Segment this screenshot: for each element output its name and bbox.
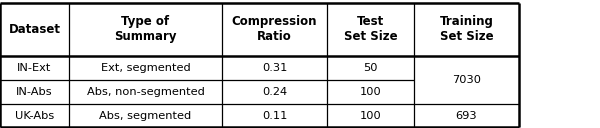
Text: 0.24: 0.24 — [262, 87, 287, 97]
Text: IN-Ext: IN-Ext — [17, 63, 52, 73]
Text: IN-Abs: IN-Abs — [16, 87, 53, 97]
Text: 0.31: 0.31 — [262, 63, 287, 73]
Text: 7030: 7030 — [452, 75, 481, 85]
Text: 0.11: 0.11 — [262, 110, 287, 121]
Text: Type of
Summary: Type of Summary — [114, 15, 177, 43]
Text: 50: 50 — [363, 63, 378, 73]
Text: Test
Set Size: Test Set Size — [344, 15, 397, 43]
Text: Ext, segmented: Ext, segmented — [101, 63, 190, 73]
Text: Abs, non-segmented: Abs, non-segmented — [86, 87, 205, 97]
Text: 100: 100 — [359, 87, 382, 97]
Text: Compression
Ratio: Compression Ratio — [232, 15, 317, 43]
Text: 693: 693 — [455, 110, 478, 121]
Text: Dataset: Dataset — [8, 23, 61, 36]
Text: 100: 100 — [359, 110, 382, 121]
Text: Training
Set Size: Training Set Size — [440, 15, 493, 43]
Text: UK-Abs: UK-Abs — [15, 110, 54, 121]
Text: Abs, segmented: Abs, segmented — [100, 110, 191, 121]
